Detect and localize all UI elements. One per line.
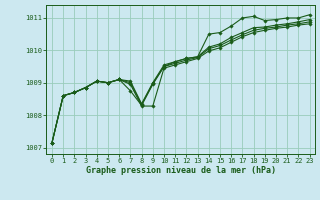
X-axis label: Graphe pression niveau de la mer (hPa): Graphe pression niveau de la mer (hPa) (86, 166, 276, 175)
